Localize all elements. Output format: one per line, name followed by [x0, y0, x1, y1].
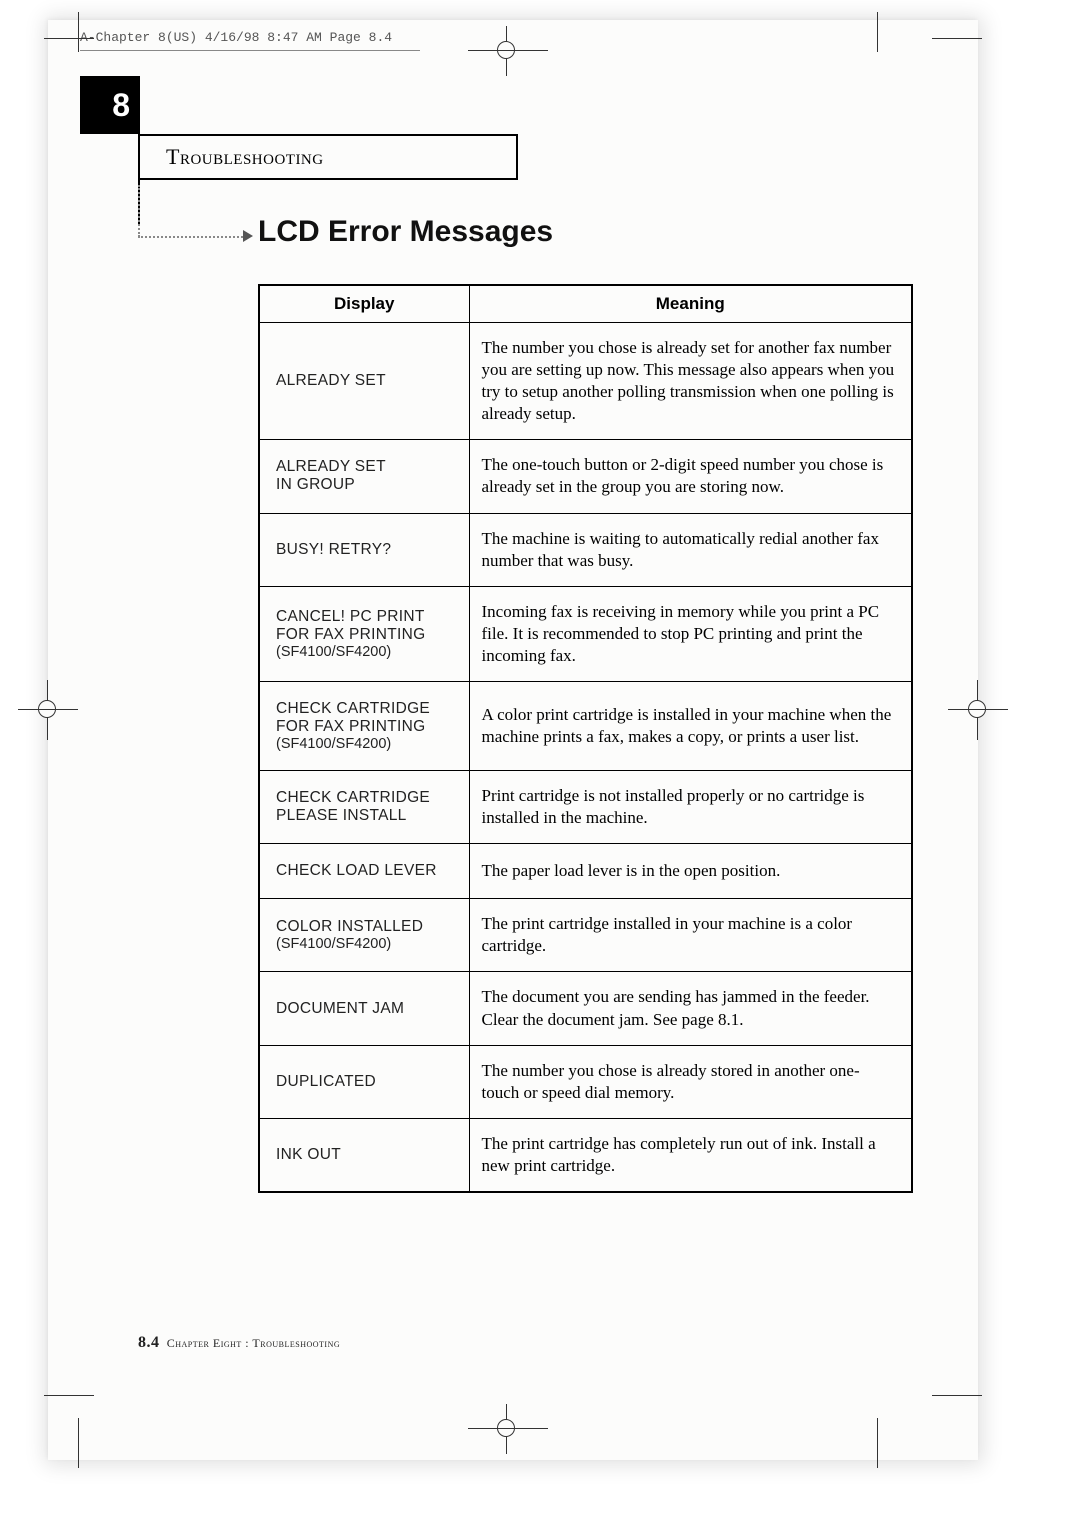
registration-mark-right — [948, 680, 1008, 740]
table-row: DUPLICATEDThe number you chose is alread… — [259, 1045, 912, 1118]
table-row: CHECK CARTRIDGEPLEASE INSTALLPrint cartr… — [259, 771, 912, 844]
page-footer: 8.4 Chapter Eight : Troubleshooting — [138, 1334, 340, 1352]
display-cell: INK OUT — [259, 1118, 469, 1192]
display-cell: ALREADY SETIN GROUP — [259, 440, 469, 513]
meaning-cell: The one-touch button or 2-digit speed nu… — [469, 440, 912, 513]
crop-mark — [877, 1418, 878, 1468]
meaning-cell: The paper load lever is in the open posi… — [469, 844, 912, 899]
display-cell: BUSY! RETRY? — [259, 513, 469, 586]
page: A-Chapter 8(US) 4/16/98 8:47 AM Page 8.4… — [48, 20, 978, 1460]
table-row: ALREADY SETIN GROUPThe one-touch button … — [259, 440, 912, 513]
footer-chapter: Chapter Eight : Troubleshooting — [167, 1336, 340, 1350]
meaning-cell: The print cartridge installed in your ma… — [469, 899, 912, 972]
dotted-leader-vertical — [138, 185, 140, 237]
table-row: COLOR INSTALLED(SF4100/SF4200)The print … — [259, 899, 912, 972]
meaning-cell: A color print cartridge is installed in … — [469, 682, 912, 771]
table-header-display: Display — [259, 285, 469, 323]
crop-mark — [78, 12, 79, 52]
crop-mark — [932, 1395, 982, 1396]
meaning-cell: The document you are sending has jammed … — [469, 972, 912, 1045]
registration-mark-bottom — [468, 1404, 548, 1454]
display-cell: CHECK LOAD LEVER — [259, 844, 469, 899]
meaning-cell: Print cartridge is not installed properl… — [469, 771, 912, 844]
meaning-cell: Incoming fax is receiving in memory whil… — [469, 586, 912, 681]
crop-mark — [877, 12, 878, 52]
display-cell: DUPLICATED — [259, 1045, 469, 1118]
display-cell: CHECK CARTRIDGEFOR FAX PRINTING(SF4100/S… — [259, 682, 469, 771]
table-header-meaning: Meaning — [469, 285, 912, 323]
meaning-cell: The number you chose is already stored i… — [469, 1045, 912, 1118]
registration-mark-left — [18, 680, 78, 740]
table-row: CHECK CARTRIDGEFOR FAX PRINTING(SF4100/S… — [259, 682, 912, 771]
section-label: Troubleshooting — [138, 134, 518, 180]
crop-mark — [78, 1418, 79, 1468]
table-row: CHECK LOAD LEVERThe paper load lever is … — [259, 844, 912, 899]
running-head-rule — [80, 50, 420, 51]
running-head: A-Chapter 8(US) 4/16/98 8:47 AM Page 8.4 — [80, 30, 392, 45]
chapter-number-tab: 8 — [80, 76, 138, 134]
table-row: ALREADY SETThe number you chose is alrea… — [259, 323, 912, 440]
dotted-leader-horizontal — [138, 236, 243, 238]
meaning-cell: The print cartridge has completely run o… — [469, 1118, 912, 1192]
table-row: DOCUMENT JAMThe document you are sending… — [259, 972, 912, 1045]
registration-mark-top — [468, 26, 548, 76]
display-cell: DOCUMENT JAM — [259, 972, 469, 1045]
meaning-cell: The number you chose is already set for … — [469, 323, 912, 440]
crop-mark — [932, 38, 982, 39]
error-messages-table: Display Meaning ALREADY SETThe number yo… — [258, 284, 913, 1193]
display-cell: CHECK CARTRIDGEPLEASE INSTALL — [259, 771, 469, 844]
table-row: CANCEL! PC PRINTFOR FAX PRINTING(SF4100/… — [259, 586, 912, 681]
display-cell: ALREADY SET — [259, 323, 469, 440]
crop-mark — [44, 1395, 94, 1396]
table-row: INK OUTThe print cartridge has completel… — [259, 1118, 912, 1192]
arrow-icon — [243, 230, 253, 242]
meaning-cell: The machine is waiting to automatically … — [469, 513, 912, 586]
page-number: 8.4 — [138, 1334, 160, 1351]
crop-mark — [44, 38, 94, 39]
page-title: LCD Error Messages — [258, 215, 553, 249]
table-row: BUSY! RETRY?The machine is waiting to au… — [259, 513, 912, 586]
display-cell: CANCEL! PC PRINTFOR FAX PRINTING(SF4100/… — [259, 586, 469, 681]
display-cell: COLOR INSTALLED(SF4100/SF4200) — [259, 899, 469, 972]
